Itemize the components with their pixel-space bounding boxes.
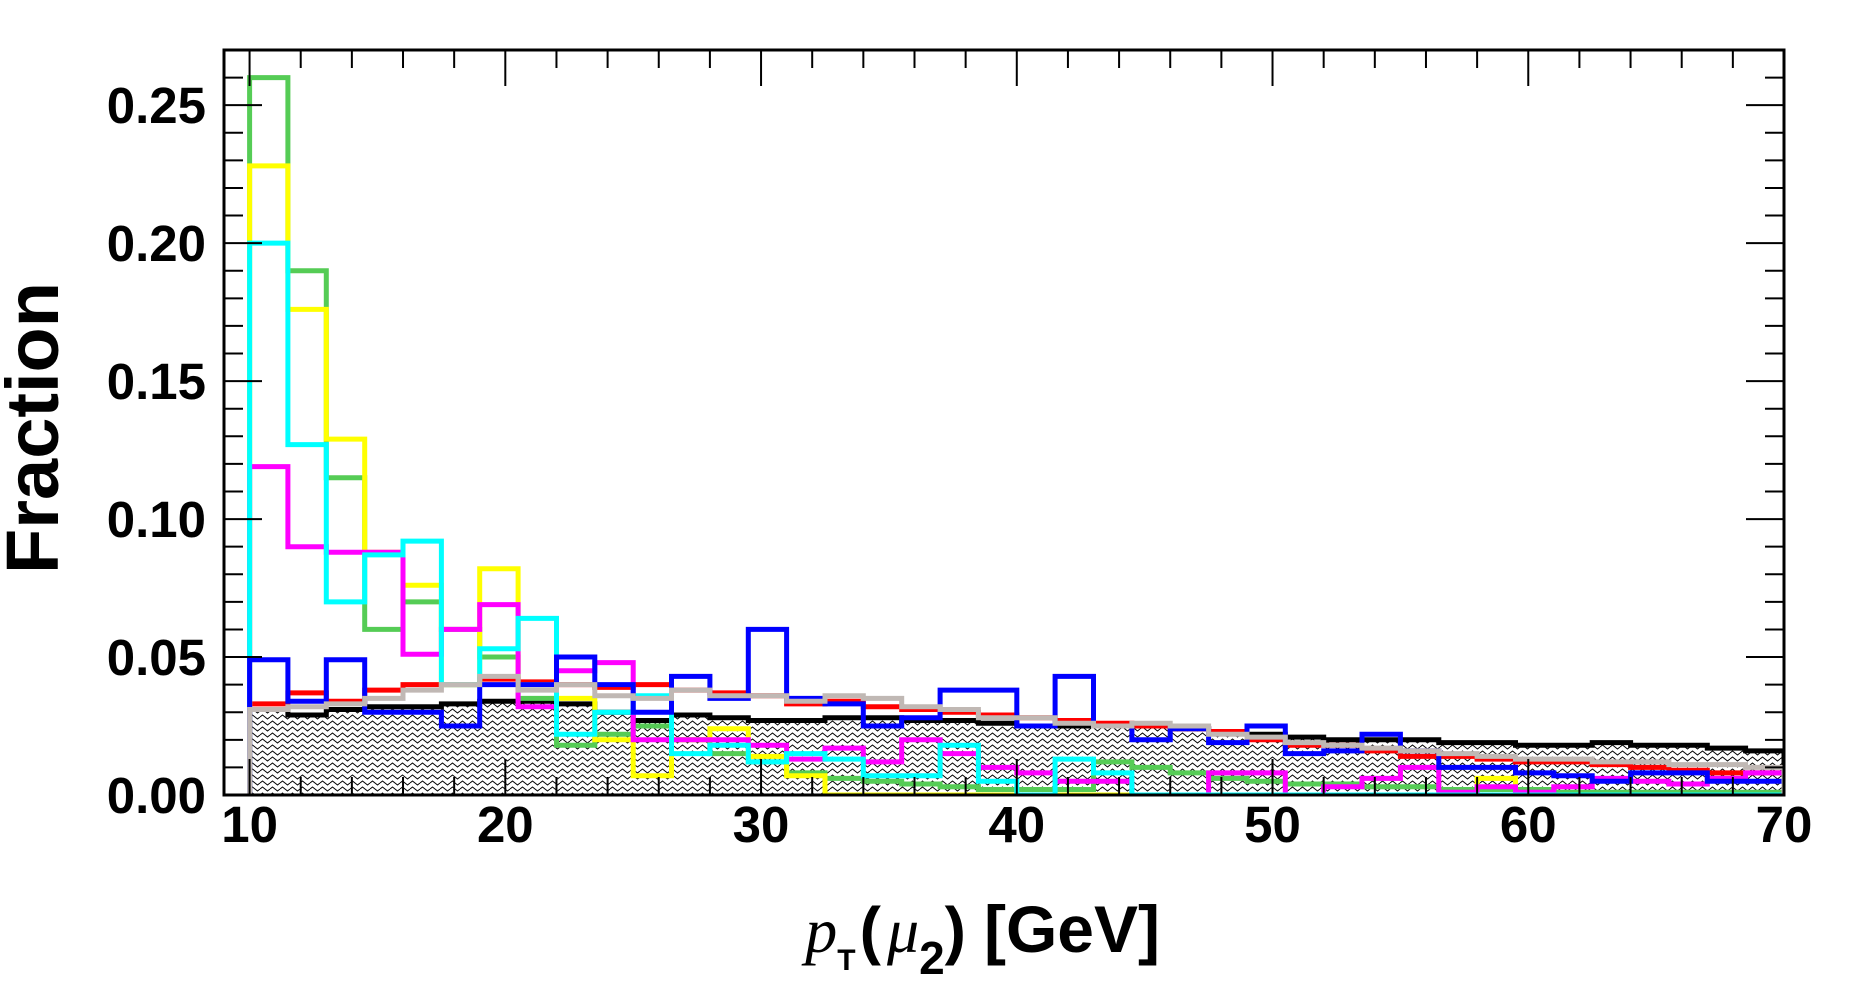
series-gray-line xyxy=(247,673,1784,795)
y-tick-label: 0.25 xyxy=(107,77,206,134)
x-title-close-paren: ) xyxy=(945,894,966,966)
y-tick-label: 0.05 xyxy=(107,629,206,686)
series-layer xyxy=(247,75,1784,795)
plot-frame xyxy=(222,48,1786,797)
y-tick-label: 0.10 xyxy=(107,491,206,548)
x-title-sub-2: 2 xyxy=(919,932,945,984)
x-title-p: p xyxy=(801,895,837,966)
y-tick-label: 0.20 xyxy=(107,215,206,272)
ticks-layer xyxy=(224,49,1785,796)
series-cyan-line xyxy=(247,240,1784,795)
svg-text:pT(μ2)[GeV]: pT(μ2) [GeV] xyxy=(801,892,1160,984)
plot-background xyxy=(224,50,1784,795)
y-tick-label: 0.15 xyxy=(107,353,206,410)
tick-labels-layer: 10 20 30 40 50 60 70 0.00 0.05 0.10 0.15 0.20 0.25 xyxy=(107,77,1813,853)
x-tick-label: 10 xyxy=(221,796,278,853)
x-title-open-paren: ( xyxy=(860,894,882,966)
y-tick-label: 0.00 xyxy=(107,767,206,824)
x-tick-label: 60 xyxy=(1500,796,1557,853)
x-axis-title: pT(μ2) [GeV] xyxy=(801,892,1160,984)
x-title-mu: μ xyxy=(886,895,919,966)
x-tick-label: 70 xyxy=(1756,796,1813,853)
x-tick-label: 20 xyxy=(477,796,534,853)
x-tick-label: 40 xyxy=(988,796,1045,853)
x-title-unit: [GeV] xyxy=(984,892,1160,966)
x-tick-label: 30 xyxy=(733,796,790,853)
x-tick-label: 50 xyxy=(1244,796,1301,853)
y-axis-title: Fraction xyxy=(0,282,74,574)
x-title-sub-T: T xyxy=(837,944,855,977)
series-blue-line xyxy=(247,626,1784,795)
